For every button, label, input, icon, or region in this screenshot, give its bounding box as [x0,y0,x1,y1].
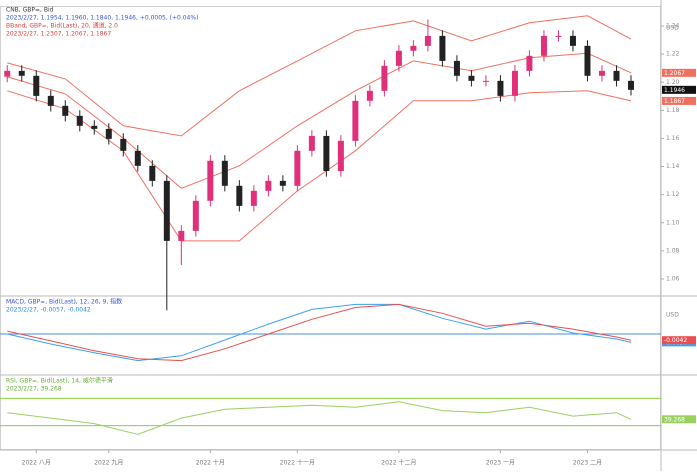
y-tick-label: 1.08 [666,247,680,254]
candle-body [323,135,330,172]
legend-text: 2023/2/27, -0.0057, -0.0042 [6,307,91,314]
candle-body [192,200,199,231]
legend-text: BBand, GBP=, Bid(Last), 20, 通道, 2.0 [6,22,118,30]
candle-body [120,138,127,151]
candle-body [540,35,547,56]
candle-body [134,150,141,166]
x-tick-label: 2022 九月 [94,459,123,467]
candle-body [149,165,156,181]
price-label-bg [662,85,696,94]
price-label: -0.0042 [664,337,687,344]
price-label-bg [662,68,696,77]
candle-body [76,115,83,126]
price-label: 1.1946 [664,87,685,94]
price-label-bg [662,415,696,424]
y-tick-label: 1.20 [666,79,680,86]
candle-body [4,70,11,77]
y-tick-label: 1.06 [666,275,680,282]
legend-text: RSI, GBP=, Bid(Last), 14, 威尔德平滑 [6,377,113,385]
candle-body [598,70,605,76]
candle-body [439,35,446,61]
price-label-bg [662,336,696,345]
candle-body [410,45,417,51]
candle-body [62,105,69,116]
candle-body [381,65,388,91]
y-tick-label: 1.16 [666,135,680,142]
candle-body [555,35,562,37]
candle-body [497,80,504,96]
y-tick-label: 1.18 [666,107,680,114]
legend-text: 2023/2/27, 39.268 [6,386,62,393]
candle-body [294,150,301,186]
indicator-line [7,303,632,362]
legend-text: MACD, GBP=, Bid(Last), 12, 26, 9, 指数 [6,298,122,306]
x-tick-label: 2022 十一月 [280,459,315,467]
candle-body [18,70,25,76]
x-tick-label: 2023 一月 [486,460,515,467]
y-tick-label: 1.22 [666,51,680,58]
candle-body [47,95,54,106]
candle-body [627,80,634,90]
x-tick-label: 2022 十月 [196,459,225,467]
price-label: 1.1867 [664,98,685,105]
candle-body [236,185,243,206]
legend-text: 2023/2/27, 1.2307, 1.2067, 1.1867 [6,31,111,38]
x-tick-label: 2023 二月 [573,460,602,467]
y-tick-label: 1.10 [666,219,680,226]
y-unit: USD [666,25,679,32]
candle-body [337,140,344,172]
candle-body [250,190,257,206]
candle-body [279,180,286,186]
candle-body [352,100,359,141]
legend-text: 2023/2/27, 1.1954, 1.1960, 1.1840, 1.194… [6,15,198,22]
indicator-line [7,303,632,362]
candle-body [105,128,112,139]
x-tick-label: 2022 十二月 [381,459,416,467]
candle-body [482,80,489,82]
candle-body [584,45,591,76]
candle-body [395,50,402,66]
candle-body [221,160,228,186]
candle-body [468,75,475,81]
candle-body [453,60,460,76]
y-tick-label: 1.24 [666,23,680,30]
y-unit: USD [666,312,679,319]
candle-body [424,35,431,46]
y-tick-label: 1.14 [666,163,680,170]
y-tick-label: 1.12 [666,191,680,198]
candle-body [178,230,185,241]
candle-body [163,180,170,241]
indicator-line [7,401,632,435]
candle-body [91,125,98,129]
candle-body [207,160,214,201]
legend-text: CNB, GBP=, Bid [6,7,54,14]
candle-body [265,180,272,191]
price-label: 1.2067 [664,70,685,77]
price-label: 39.268 [664,416,685,423]
price-label-bg [662,96,696,105]
bollinger-band [7,52,632,189]
candle-body [366,90,373,101]
candle-body [308,135,315,151]
candle-body [33,75,40,96]
bollinger-band [7,15,632,137]
x-tick-label: 2022 八月 [22,460,51,467]
candle-body [613,70,620,81]
candle-body [511,70,518,96]
candle-body [526,55,533,71]
candle-body [569,35,576,46]
